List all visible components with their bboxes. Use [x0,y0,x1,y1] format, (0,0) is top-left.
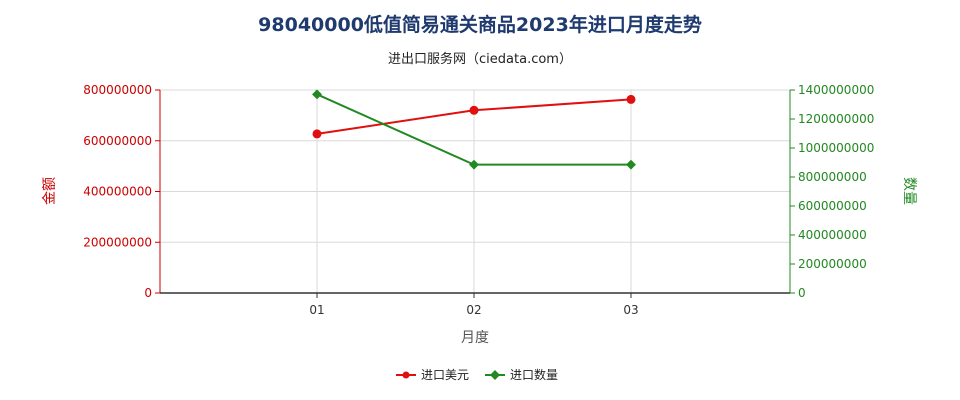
legend-marker-import-usd [402,371,410,379]
x-axis-title: 月度 [461,330,489,346]
x-tick-label: 01 [309,303,324,317]
data-point-import-usd [626,94,636,104]
data-point-import-usd [469,105,479,115]
right-tick-label: 1200000000 [798,112,874,126]
left-tick-label: 800000000 [83,83,152,97]
right-tick-label: 1000000000 [798,141,874,155]
series [312,89,636,170]
legend-label-import-usd: 进口美元 [421,368,469,382]
right-tick-label: 0 [798,286,806,300]
x-tick-label: 02 [466,303,481,317]
left-tick-label: 0 [144,286,152,300]
legend-item-import-qty[interactable]: 进口数量 [485,367,558,382]
right-tick-label: 200000000 [798,257,867,271]
right-tick-label: 400000000 [798,228,867,242]
data-point-import-qty [626,159,636,170]
data-point-import-usd [312,129,322,139]
legend-marker-import-qty [490,370,500,380]
x-tick-label: 03 [623,303,638,317]
right-tick-label: 800000000 [798,170,867,184]
right-axis-title: 数量 [901,177,917,205]
left-axis-title: 金额 [42,177,58,205]
grid [159,89,791,294]
left-tick-label: 200000000 [83,235,152,249]
left-tick-label: 400000000 [83,185,152,199]
data-point-import-qty [469,159,479,170]
chart-subtitle: 进出口服务网（ciedata.com） [388,52,572,67]
right-tick-label: 600000000 [798,199,867,213]
axes: 0200000000400000000600000000800000000020… [83,83,874,317]
right-tick-label: 1400000000 [798,83,874,97]
legend-item-import-usd[interactable]: 进口美元 [396,368,469,382]
data-point-import-qty [312,89,322,100]
left-tick-label: 600000000 [83,134,152,148]
legend: 进口美元 进口数量 [396,367,558,382]
legend-label-import-qty: 进口数量 [510,367,558,382]
chart-title: 98040000低值简易通关商品2023年进口月度走势 [258,14,702,36]
